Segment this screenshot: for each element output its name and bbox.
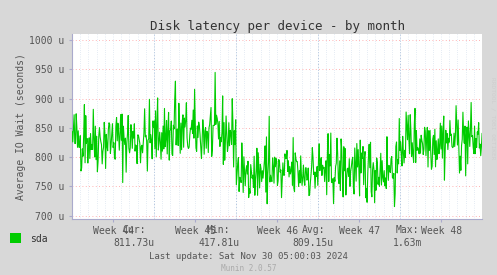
Y-axis label: Average IO Wait (seconds): Average IO Wait (seconds) [16,53,26,200]
Text: Avg:: Avg: [301,225,325,235]
Text: Cur:: Cur: [122,225,146,235]
Text: 811.73u: 811.73u [114,238,155,248]
Text: Last update: Sat Nov 30 05:00:03 2024: Last update: Sat Nov 30 05:00:03 2024 [149,252,348,261]
Text: Munin 2.0.57: Munin 2.0.57 [221,265,276,273]
Text: sda: sda [30,234,47,244]
Text: Max:: Max: [396,225,419,235]
Text: 1.63m: 1.63m [393,238,422,248]
Text: 809.15u: 809.15u [293,238,333,248]
Text: 417.81u: 417.81u [198,238,239,248]
Text: Min:: Min: [207,225,231,235]
Title: Disk latency per device - by month: Disk latency per device - by month [150,20,405,33]
Text: RRDTOOL / TOBI OETIKER: RRDTOOL / TOBI OETIKER [491,77,496,160]
